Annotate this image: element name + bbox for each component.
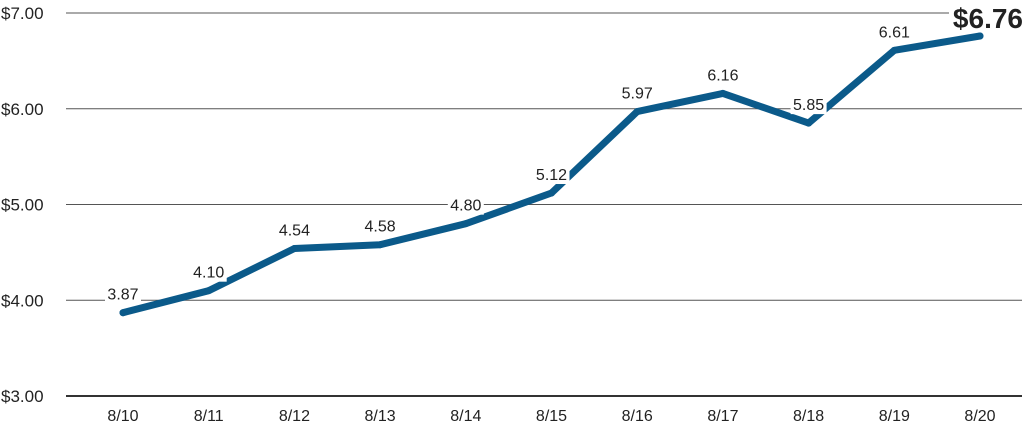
data-point [633, 108, 641, 116]
x-tick-label: 8/19 [879, 408, 910, 425]
y-tick-label: $7.00 [1, 4, 44, 23]
y-tick-label: $5.00 [1, 196, 44, 215]
x-tick-label: 8/17 [707, 408, 738, 425]
data-labels: 3.87 4.10 4.54 4.58 4.80 5.12 5.97 6.16 5.85 6.61… [105, 3, 1025, 304]
current-price-label: $6.76 [953, 3, 1023, 34]
data-label-background [876, 23, 913, 42]
data-label: 5.12 [536, 167, 567, 184]
data-label-background [533, 166, 570, 185]
y-axis-ticks: $3.00 $4.00 $5.00 $6.00 $7.00 [1, 4, 44, 406]
data-label-background [362, 217, 399, 236]
y-tick-label: $4.00 [1, 291, 44, 310]
data-label-background [105, 285, 141, 304]
data-point [719, 89, 727, 97]
y-tick-label: $6.00 [1, 100, 44, 119]
x-tick-label: 8/10 [107, 408, 138, 425]
data-label: 6.16 [707, 67, 738, 84]
data-point [548, 189, 555, 197]
data-point [119, 309, 127, 317]
x-tick-label: 8/11 [194, 408, 224, 425]
data-point [462, 220, 470, 228]
gridlines [66, 12, 1022, 397]
data-label-background [790, 96, 827, 115]
x-tick-label: 8/13 [365, 408, 396, 425]
data-point [805, 119, 813, 127]
x-tick-label: 8/14 [450, 408, 481, 425]
data-point [205, 287, 213, 295]
x-axis-ticks: 8/10 8/11 8/12 8/13 8/14 8/15 8/16 8/17 8/18 8/19… [107, 408, 995, 425]
data-label: 6.61 [879, 24, 910, 41]
y-tick-label: $3.00 [1, 387, 44, 406]
data-point [376, 241, 384, 249]
data-label: 4.10 [193, 265, 224, 282]
data-label: 5.85 [793, 97, 824, 114]
data-label-background [190, 263, 227, 282]
data-label: 3.87 [107, 287, 138, 304]
x-tick-label: 8/18 [793, 408, 824, 425]
data-point [976, 32, 984, 40]
data-label-background [949, 3, 1025, 32]
x-tick-label: 8/12 [279, 408, 310, 425]
data-label: 5.97 [622, 86, 653, 103]
data-label: 4.54 [279, 223, 310, 240]
data-label-background [447, 196, 484, 215]
x-tick-label: 8/20 [964, 408, 995, 425]
data-point [890, 46, 898, 54]
x-tick-label: 8/16 [622, 408, 653, 425]
data-label-background [276, 221, 313, 240]
data-label: 4.58 [365, 219, 396, 236]
x-tick-label: 8/15 [536, 408, 567, 425]
data-label-background [619, 84, 656, 103]
price-series [119, 32, 984, 317]
data-point [290, 245, 298, 253]
data-label-background [704, 66, 741, 85]
data-label: 4.80 [450, 198, 481, 215]
